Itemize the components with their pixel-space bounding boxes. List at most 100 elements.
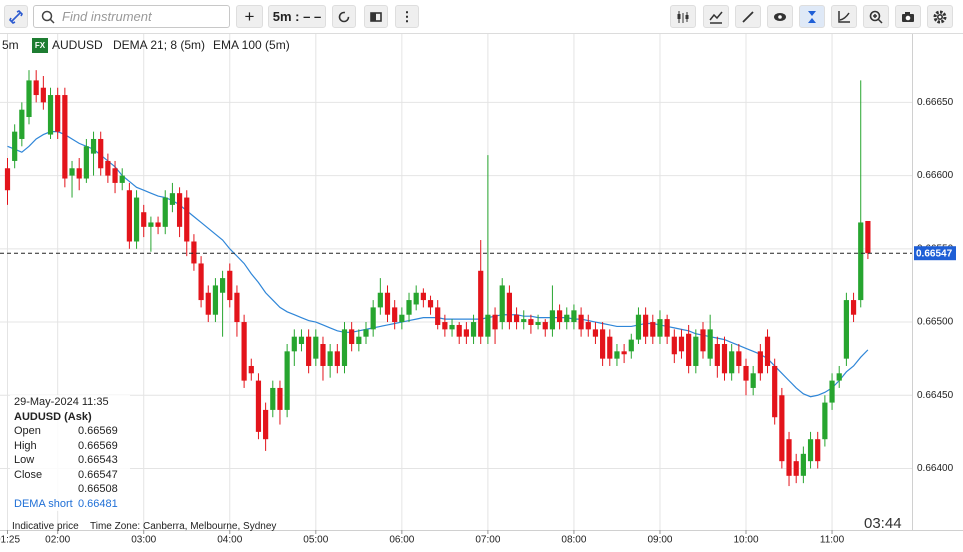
candle-body (600, 329, 606, 359)
candle-body (19, 109, 25, 139)
candle-body (621, 351, 627, 355)
candle-body (277, 387, 283, 410)
curve-button[interactable] (831, 5, 857, 28)
eye-icon (774, 12, 786, 21)
info-label: Low (14, 454, 35, 466)
settings-button[interactable] (927, 5, 953, 28)
candle-body (757, 351, 763, 374)
candle-body (119, 175, 125, 183)
candle-body (220, 278, 226, 293)
x-tick-label: 06:00 (389, 535, 414, 546)
candle-body (349, 329, 355, 345)
candle-body (585, 322, 591, 330)
candle-body (858, 222, 864, 301)
candle-body (47, 95, 54, 135)
candle-body (205, 292, 211, 315)
candle-body (499, 285, 505, 323)
x-tick-label: 02:00 (45, 535, 70, 546)
candle-body (313, 336, 319, 359)
candle-body (657, 319, 663, 337)
candle-body (298, 336, 305, 345)
gear-icon (933, 10, 947, 23)
candle-body (341, 329, 348, 366)
x-tick-label: 07:00 (475, 535, 500, 546)
chart-type-button[interactable] (670, 5, 696, 28)
more-button[interactable]: ⋮ (395, 5, 419, 28)
info-label: Open (14, 425, 41, 437)
visibility-button[interactable] (767, 5, 793, 28)
candle-body (556, 310, 563, 323)
draw-button[interactable] (735, 5, 761, 28)
refresh-icon (338, 11, 350, 22)
candle-body (306, 336, 312, 366)
y-tick-label: 0.66600 (917, 170, 954, 181)
info-title: AUDUSD (Ask) (14, 410, 92, 423)
candle-body (270, 387, 276, 410)
indicators-button[interactable] (703, 5, 729, 28)
candle-body (76, 168, 82, 179)
candle-body (234, 292, 240, 323)
zoom-button[interactable] (863, 5, 889, 28)
info-row: High 0.66569 (10, 439, 130, 454)
search-input[interactable]: Find instrument (33, 5, 230, 28)
candle-body (635, 314, 642, 340)
fx-badge (32, 38, 48, 53)
info-label: High (14, 439, 37, 452)
candle-body (729, 351, 735, 374)
toolbar: Find instrument + 5m : – – ⋮ (0, 0, 963, 34)
refresh-button[interactable] (332, 5, 356, 28)
candle-body (227, 270, 233, 301)
info-panel: 29-May-2024 11:35 AUDUSD (Ask) Open 0.665… (10, 395, 130, 511)
candle-body (176, 193, 183, 227)
candle-body (384, 292, 391, 315)
info-dema-value: 0.66481 (78, 497, 118, 510)
candle-body (628, 339, 634, 352)
x-tick-label: 10:00 (733, 535, 758, 546)
candle-body (513, 314, 520, 323)
candle-body (377, 292, 383, 308)
candle-body (470, 322, 477, 337)
candle-body (800, 453, 806, 476)
camera-button[interactable] (895, 5, 921, 28)
add-button[interactable]: + (236, 5, 263, 28)
candle-body (291, 336, 297, 352)
candle-body (212, 285, 219, 315)
candle-body (320, 344, 326, 366)
legend-indicator: DEMA 21; 8 (5m) (113, 38, 205, 52)
zoom-icon (869, 10, 883, 24)
candle-body (764, 336, 771, 366)
candle-body (528, 319, 534, 325)
candle-body (356, 336, 362, 345)
x-tick-label: 08:00 (561, 535, 586, 546)
candle-body (255, 380, 262, 432)
candle-body (392, 307, 398, 323)
candle-body (62, 95, 68, 179)
info-row: Close 0.66547 (10, 468, 130, 483)
fx-badge-label: FX (35, 41, 46, 50)
candle-body (442, 322, 448, 330)
candle-body (98, 138, 104, 169)
candle-body (26, 80, 32, 118)
search-icon (41, 10, 55, 24)
curve-icon (838, 10, 850, 23)
candle-body (815, 439, 821, 462)
candle-body (90, 138, 97, 154)
crosshair-button[interactable] (799, 5, 825, 28)
candle-body (850, 300, 857, 315)
candle-body (69, 168, 75, 176)
plot (0, 70, 912, 487)
layout-button[interactable] (364, 5, 388, 28)
candle-body (40, 87, 46, 103)
candle-body (241, 322, 247, 381)
current-price-badge (914, 246, 956, 261)
interval-button[interactable]: 5m : – – (268, 5, 326, 28)
link-button[interactable] (4, 5, 28, 28)
candle-body (263, 409, 269, 440)
info-dema: DEMA short 0.66481 (10, 497, 130, 512)
link-icon (9, 9, 23, 24)
camera-icon (902, 11, 914, 22)
candle-body (4, 168, 11, 191)
candle-body (542, 322, 548, 330)
info-row: Open 0.66569 (10, 424, 130, 439)
